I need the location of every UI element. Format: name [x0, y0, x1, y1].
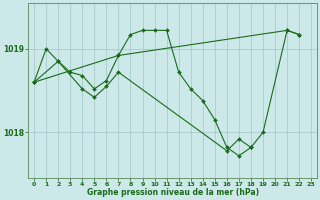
X-axis label: Graphe pression niveau de la mer (hPa): Graphe pression niveau de la mer (hPa): [87, 188, 259, 197]
